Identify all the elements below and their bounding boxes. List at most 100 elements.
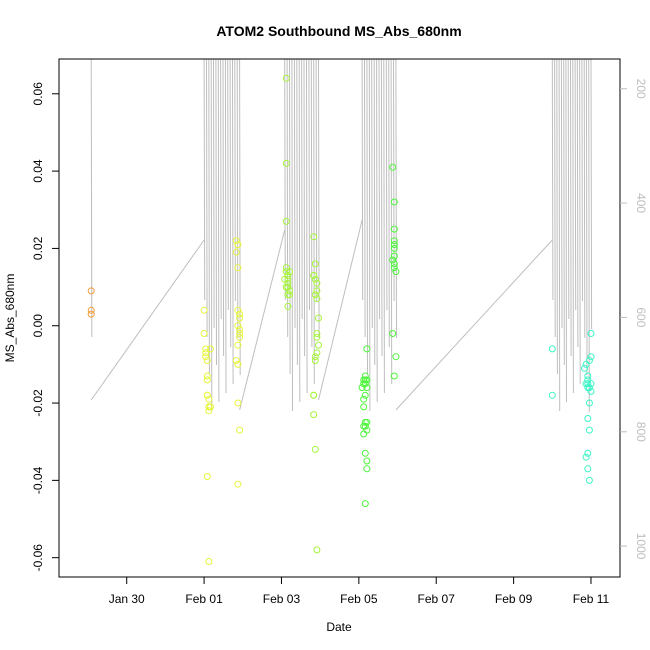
data-point	[313, 330, 321, 337]
y2-axis: 200 400 600 800 1000	[620, 79, 648, 560]
data-point	[363, 384, 371, 392]
data-point	[548, 345, 556, 353]
data-point	[363, 345, 371, 353]
data-point	[202, 349, 210, 357]
data-point	[389, 256, 397, 264]
data-point	[205, 407, 213, 415]
data-point	[584, 449, 592, 457]
data-point	[87, 306, 95, 314]
data-point	[585, 426, 593, 434]
data-point	[360, 422, 368, 430]
data-point	[236, 333, 244, 341]
data-point	[281, 275, 289, 283]
data-point	[361, 391, 369, 399]
profile-lines	[90, 58, 593, 413]
x-tick-label: Feb 01	[185, 592, 223, 606]
x-axis-label: Date	[326, 620, 352, 634]
data-point	[360, 430, 368, 438]
data-point	[360, 395, 368, 403]
profile-trace	[90, 58, 593, 413]
data-point	[313, 295, 321, 303]
y2-tick-label: 800	[634, 422, 648, 442]
data-points	[87, 74, 595, 565]
data-point	[315, 341, 322, 349]
y2-tick-label: 200	[634, 79, 648, 99]
x-tick-label: Feb 09	[495, 592, 533, 606]
data-point	[282, 283, 290, 291]
x-tick-label: Feb 03	[263, 592, 301, 606]
data-point	[310, 411, 318, 419]
data-point	[234, 480, 242, 488]
y-axis-label: MS_Abs_680nm	[3, 274, 17, 363]
data-point	[313, 546, 321, 554]
data-point	[390, 244, 398, 252]
data-point	[582, 453, 590, 461]
data-point	[587, 330, 595, 337]
data-point	[200, 330, 208, 337]
data-point	[313, 279, 321, 287]
data-point	[234, 360, 242, 368]
data-point	[236, 426, 244, 434]
data-point	[286, 268, 293, 276]
data-point	[311, 260, 319, 268]
data-point	[311, 357, 319, 364]
data-point	[585, 476, 593, 484]
data-point	[587, 353, 595, 361]
data-point	[582, 360, 590, 368]
data-point	[363, 465, 371, 473]
data-point	[284, 291, 292, 299]
data-point	[584, 415, 592, 422]
data-point	[234, 241, 242, 249]
data-point	[205, 558, 213, 565]
plot-frame	[58, 58, 621, 578]
y2-tick-label: 600	[634, 307, 648, 327]
data-point	[202, 345, 210, 353]
data-point	[390, 225, 398, 233]
data-point	[282, 217, 290, 225]
data-point	[203, 372, 211, 380]
data-point	[207, 345, 214, 353]
data-point	[87, 287, 95, 295]
data-point	[313, 287, 321, 295]
x-axis: Jan 30 Feb 01 Feb 03 Feb 05 Feb 07 Feb 09 Feb …	[109, 577, 610, 606]
y2-tick-label: 1000	[634, 533, 648, 560]
x-tick-label: Feb 11	[573, 592, 610, 606]
data-point	[203, 391, 211, 399]
x-tick-label: Feb 07	[418, 592, 456, 606]
data-point	[390, 264, 398, 272]
data-point	[311, 291, 319, 299]
data-point	[87, 310, 95, 318]
data-point	[236, 326, 244, 334]
data-point	[585, 399, 593, 407]
data-point	[234, 341, 242, 349]
data-point	[282, 268, 290, 276]
y-tick-label: -0.06	[31, 544, 45, 572]
data-point	[282, 74, 290, 82]
data-point	[361, 449, 369, 457]
data-point	[584, 372, 592, 380]
data-point	[585, 357, 593, 364]
data-point	[282, 159, 290, 167]
data-point	[390, 241, 398, 249]
data-point	[390, 260, 398, 268]
data-point	[202, 353, 210, 361]
data-point	[203, 376, 211, 384]
data-point	[363, 426, 371, 434]
data-point	[203, 357, 211, 364]
data-point	[234, 306, 242, 314]
data-point	[390, 252, 398, 260]
y-tick-label: 0.00	[31, 314, 45, 338]
data-point	[205, 395, 213, 403]
data-point	[284, 302, 292, 310]
data-point	[363, 376, 371, 384]
data-point	[315, 314, 322, 322]
data-point	[392, 353, 400, 361]
data-point	[232, 237, 240, 245]
data-point	[311, 445, 319, 453]
x-tick-label: Feb 05	[340, 592, 378, 606]
data-point	[310, 391, 318, 399]
data-point	[361, 380, 369, 388]
y-tick-label: 0.04	[31, 159, 45, 183]
data-point	[389, 163, 397, 171]
